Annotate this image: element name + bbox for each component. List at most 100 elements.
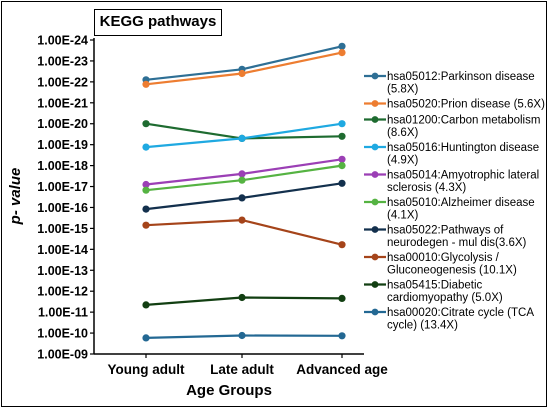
data-point — [142, 180, 150, 189]
data-point — [238, 194, 246, 202]
y-tick-group: 1.00E-24 1.00E-23 1.00E-22 1.00E-21 1.00E-20… — [37, 34, 94, 362]
data-point — [338, 120, 346, 128]
legend-swatch-marker — [371, 171, 379, 178]
legend-swatch-marker — [371, 143, 379, 151]
y-tick-label: 1.00E-22 — [37, 75, 88, 89]
data-point — [142, 120, 150, 128]
legend-swatch-marker — [371, 281, 379, 288]
data-point — [238, 293, 246, 302]
y-tick-label: 1.00E-18 — [37, 159, 88, 173]
data-point — [142, 221, 150, 229]
y-tick-label: 1.00E-17 — [37, 180, 88, 194]
legend-item: hsa05016:Huntington disease(4.9X) — [364, 142, 539, 167]
legend-label: neurodegen - mul dis(3.6X) — [387, 237, 527, 249]
series — [142, 216, 346, 249]
legend-label: hsa01200:Carbon metabolism — [387, 115, 540, 127]
y-tick-label: 1.00E-24 — [37, 34, 88, 48]
data-point — [338, 49, 346, 57]
legend-item: hsa00010:Glycolysis /Gluconeogenesis (10… — [364, 252, 517, 277]
data-point — [238, 176, 246, 184]
legend-label: (4.9X) — [387, 155, 418, 167]
data-point — [142, 334, 150, 342]
y-tick-label: 1.00E-13 — [37, 264, 88, 278]
legend-label: cycle) (13.4X) — [387, 320, 458, 332]
legend-item: hsa05010:Alzheimer disease(4.1X) — [364, 197, 535, 222]
y-tick-label: 1.00E-11 — [38, 306, 88, 320]
data-point — [338, 332, 346, 340]
y-tick-label: 1.00E-20 — [37, 117, 88, 131]
legend-label: sclerosis (4.3X) — [387, 182, 466, 194]
series — [142, 155, 346, 189]
data-point — [238, 216, 246, 224]
legend-label: hsa05415:Diabetic — [387, 280, 483, 292]
legend-swatch-marker — [371, 308, 379, 316]
data-point — [238, 134, 246, 142]
y-axis-title: p- value — [7, 168, 24, 226]
legend-label: (4.1X) — [387, 210, 418, 222]
legend: hsa05012:Parkinson disease(5.8X) hsa05020… — [364, 71, 545, 332]
x-axis-title: Age Groups — [186, 382, 272, 399]
data-point — [142, 301, 150, 309]
legend-label: cardiomyopathy (5.0X) — [387, 292, 503, 304]
legend-swatch-marker — [371, 100, 379, 107]
legend-swatch-marker — [371, 198, 379, 206]
series — [142, 179, 346, 213]
legend-label: hsa05012:Parkinson disease — [387, 71, 535, 83]
y-tick-label: 1.00E-12 — [37, 285, 88, 299]
data-point — [338, 294, 346, 302]
data-point — [142, 80, 150, 88]
legend-label: hsa05020:Prion disease (5.6X) — [387, 99, 545, 111]
legend-item: hsa05012:Parkinson disease(5.8X) — [364, 71, 535, 96]
series — [142, 42, 346, 84]
data-point — [338, 241, 346, 249]
data-point — [142, 205, 150, 213]
data-point — [142, 186, 150, 194]
series — [142, 162, 346, 194]
y-tick-label: 1.00E-23 — [37, 54, 88, 68]
legend-label: hsa05016:Huntington disease — [387, 142, 539, 154]
legend-label: Gluconeogenesis (10.1X) — [387, 265, 517, 277]
legend-label: hsa00010:Glycolysis / — [387, 252, 500, 264]
series — [142, 331, 346, 342]
x-tick-label: Advanced age — [296, 362, 388, 377]
data-point — [238, 170, 246, 178]
legend-swatch-marker — [371, 72, 379, 80]
chart-title: KEGG pathways — [94, 9, 222, 36]
legend-item: hsa05020:Prion disease (5.6X) — [364, 99, 545, 111]
legend-swatch-marker — [371, 226, 379, 233]
series-group — [142, 42, 346, 342]
y-tick-label: 1.00E-10 — [37, 327, 88, 341]
legend-label: hsa05010:Alzheimer disease — [387, 197, 535, 209]
legend-label: hsa00020:Citrate cycle (TCA — [387, 307, 534, 319]
data-point — [338, 132, 346, 140]
legend-label: (5.8X) — [387, 84, 418, 96]
series — [142, 293, 346, 309]
legend-label: (8.6X) — [387, 127, 418, 139]
data-point — [238, 69, 246, 78]
y-axis-title-text: p- value — [7, 168, 24, 226]
data-point — [338, 155, 346, 163]
legend-item: hsa01200:Carbon metabolism(8.6X) — [364, 115, 540, 139]
y-tick-label: 1.00E-15 — [37, 222, 88, 236]
series — [142, 120, 346, 151]
legend-label: hsa05014:Amyotrophic lateral — [387, 170, 539, 182]
x-tick-label: Late adult — [210, 362, 274, 377]
y-tick-label: 1.00E-14 — [37, 243, 88, 257]
series-line — [145, 218, 343, 246]
y-tick-label: 1.00E-21 — [37, 96, 88, 110]
legend-swatch-marker — [371, 116, 379, 123]
data-point — [338, 162, 346, 170]
legend-label: hsa05022:Pathways of — [387, 225, 504, 237]
data-point — [338, 42, 346, 50]
x-tick-group: Young adult Late adult Advanced age — [108, 354, 388, 377]
data-point — [238, 331, 246, 340]
data-point — [338, 179, 346, 187]
series — [142, 49, 346, 88]
x-tick-label: Young adult — [108, 362, 185, 377]
